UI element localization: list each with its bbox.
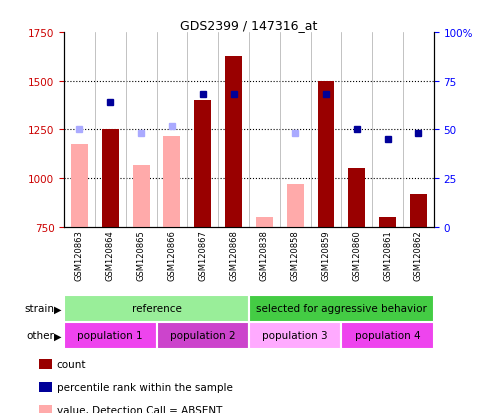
Text: other: other: [26, 330, 54, 341]
Text: ▶: ▶: [54, 330, 62, 341]
Bar: [71, 145, 88, 227]
Bar: [287, 185, 304, 227]
Text: reference: reference: [132, 304, 181, 314]
Text: population 2: population 2: [170, 330, 236, 341]
Text: population 3: population 3: [262, 330, 328, 341]
Bar: [410, 194, 427, 227]
Text: percentile rank within the sample: percentile rank within the sample: [57, 382, 233, 392]
Text: selected for aggressive behavior: selected for aggressive behavior: [256, 304, 427, 314]
Bar: [133, 166, 149, 227]
Bar: [379, 217, 396, 227]
Text: population 1: population 1: [77, 330, 143, 341]
Bar: [249, 322, 341, 349]
Bar: [157, 322, 249, 349]
Text: population 4: population 4: [355, 330, 421, 341]
Text: value, Detection Call = ABSENT: value, Detection Call = ABSENT: [57, 405, 222, 413]
Bar: [64, 322, 157, 349]
Text: ▶: ▶: [54, 304, 62, 314]
Bar: [194, 101, 211, 227]
Text: count: count: [57, 359, 86, 370]
Bar: [164, 137, 180, 227]
Bar: [225, 57, 242, 227]
Bar: [341, 322, 434, 349]
Title: GDS2399 / 147316_at: GDS2399 / 147316_at: [180, 19, 317, 32]
Bar: [102, 130, 119, 227]
Bar: [349, 169, 365, 227]
Bar: [64, 295, 249, 322]
Bar: [317, 82, 334, 227]
Bar: [249, 295, 434, 322]
Bar: [256, 217, 273, 227]
Text: strain: strain: [24, 304, 54, 314]
